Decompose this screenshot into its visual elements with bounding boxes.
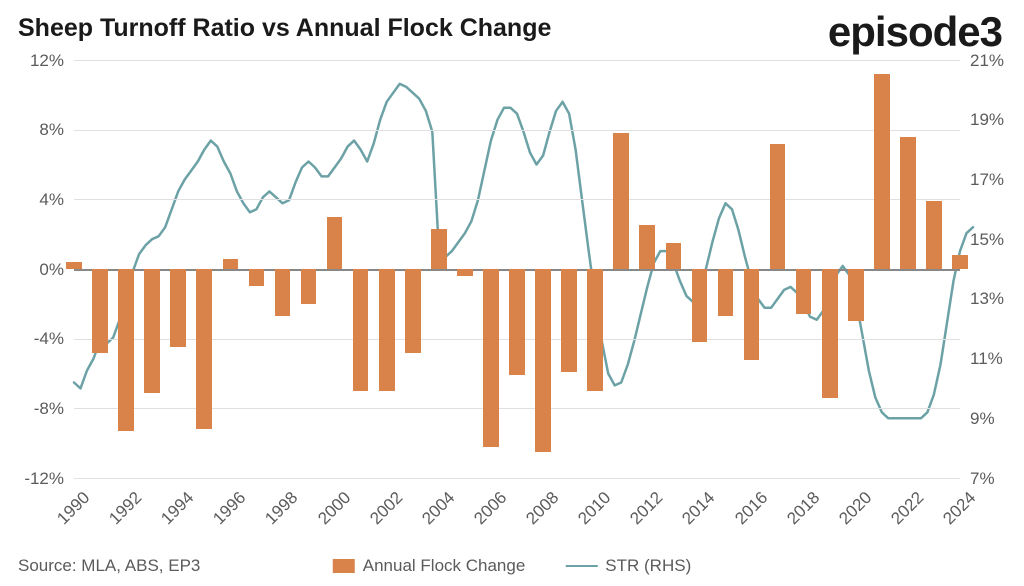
bar (144, 269, 160, 393)
x-tick-label: 2024 (929, 488, 980, 539)
legend-swatch-line (565, 565, 597, 567)
x-tick-label: 2002 (356, 488, 407, 539)
x-tick-label: 1994 (147, 488, 198, 539)
bar (353, 269, 369, 391)
bar (874, 74, 890, 269)
plot-area (74, 60, 960, 478)
y-right-tick-label: 13% (970, 289, 1004, 309)
y-left-tick-label: 0% (0, 260, 64, 280)
x-tick-label: 1990 (43, 488, 94, 539)
bar (379, 269, 395, 391)
y-right-tick-label: 9% (970, 409, 995, 429)
x-tick-label: 1996 (200, 488, 251, 539)
x-tick-label: 2006 (460, 488, 511, 539)
bar (822, 269, 838, 398)
grid-line (74, 60, 960, 61)
y-right-tick-label: 19% (970, 110, 1004, 130)
x-tick-label: 2010 (564, 488, 615, 539)
bar (639, 225, 655, 269)
x-tick-label: 2020 (825, 488, 876, 539)
bar (666, 243, 682, 269)
x-tick-label: 1998 (252, 488, 303, 539)
x-tick-label: 1992 (95, 488, 146, 539)
bar (66, 262, 82, 269)
x-tick-label: 2008 (512, 488, 563, 539)
bar (405, 269, 421, 353)
bar (796, 269, 812, 314)
y-right-tick-label: 21% (970, 51, 1004, 71)
x-tick-label: 2018 (773, 488, 824, 539)
bar (900, 137, 916, 269)
y-left-tick-label: 4% (0, 190, 64, 210)
y-left-tick-label: 12% (0, 51, 64, 71)
bar (457, 269, 473, 276)
bar (848, 269, 864, 321)
chart-container: Sheep Turnoff Ratio vs Annual Flock Chan… (0, 0, 1024, 586)
grid-line (74, 130, 960, 131)
bar (196, 269, 212, 429)
bar (587, 269, 603, 391)
legend-line-label: STR (RHS) (605, 556, 691, 576)
bar (509, 269, 525, 375)
chart-title: Sheep Turnoff Ratio vs Annual Flock Chan… (18, 14, 551, 43)
bar (561, 269, 577, 372)
bar (483, 269, 499, 447)
bar (744, 269, 760, 360)
y-right-tick-label: 17% (970, 170, 1004, 190)
x-tick-label: 2012 (617, 488, 668, 539)
y-left-tick-label: 8% (0, 120, 64, 140)
bar (770, 144, 786, 269)
y-left-tick-label: -12% (0, 469, 64, 489)
bar (718, 269, 734, 316)
legend-bar-label: Annual Flock Change (363, 556, 526, 576)
bar (275, 269, 291, 316)
legend: Annual Flock Change STR (RHS) (333, 556, 692, 576)
bar (535, 269, 551, 452)
bar (952, 255, 968, 269)
source-label: Source: MLA, ABS, EP3 (18, 556, 200, 576)
y-left-tick-label: -4% (0, 329, 64, 349)
y-right-tick-label: 15% (970, 230, 1004, 250)
bar (926, 201, 942, 269)
bar (613, 133, 629, 269)
bar (118, 269, 134, 431)
x-tick-label: 2014 (669, 488, 720, 539)
bar (170, 269, 186, 347)
x-tick-label: 2000 (304, 488, 355, 539)
y-right-tick-label: 11% (970, 349, 1003, 369)
x-tick-label: 2022 (877, 488, 928, 539)
bar (692, 269, 708, 342)
grid-line (74, 199, 960, 200)
bar (92, 269, 108, 353)
y-left-tick-label: -8% (0, 399, 64, 419)
y-right-tick-label: 7% (970, 469, 995, 489)
bar (223, 259, 239, 269)
bar (301, 269, 317, 304)
grid-line (74, 478, 960, 479)
x-tick-label: 2004 (408, 488, 459, 539)
bar (327, 217, 343, 269)
bar (249, 269, 265, 286)
legend-swatch-bar (333, 559, 355, 573)
bar (431, 229, 447, 269)
x-tick-label: 2016 (721, 488, 772, 539)
logo-text: episode3 (828, 8, 1002, 56)
